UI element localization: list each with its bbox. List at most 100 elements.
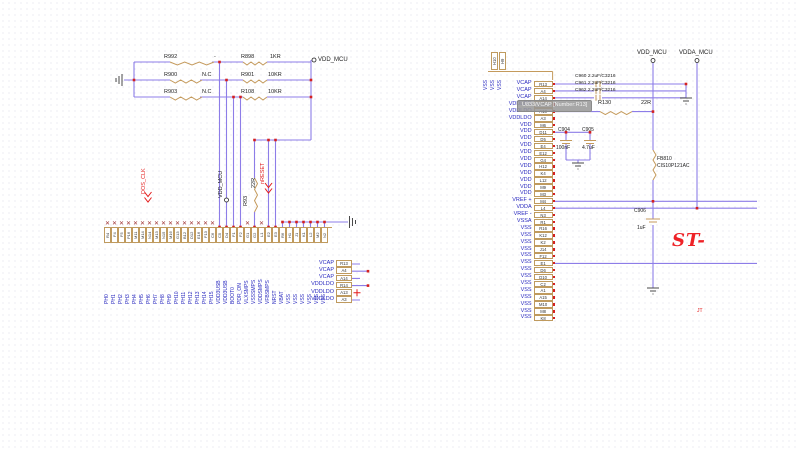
mcu-pin-row[interactable]: VSS D10 — [400, 273, 555, 281]
mcu-pin-row[interactable]: VREF + M4 — [400, 198, 555, 205]
resistor-ref[interactable]: R901 — [241, 72, 255, 78]
resistor-ref[interactable]: R130 — [598, 100, 612, 106]
mcu-pin-row[interactable]: VDDLDO A3 — [400, 115, 555, 122]
mcu-pin-row[interactable]: VDDLDO A3 — [300, 296, 352, 303]
capacitor-value[interactable]: 4.7uF — [582, 145, 595, 151]
mcu-pin-row[interactable]: VSS E1 — [400, 260, 555, 267]
mcu-pin[interactable]: G2 VSSSMPS — [251, 216, 258, 304]
mcu-pin[interactable]: H1 VSS — [286, 216, 293, 304]
mcu-pin-row[interactable]: VDD M3 — [400, 191, 555, 198]
port-label-vdda-mcu[interactable]: VDDA_MCU — [679, 50, 713, 56]
capacitor-label[interactable]: C960 2.2uF/C3216 — [575, 74, 616, 82]
mcu-pin-row[interactable]: VSS R16 — [400, 225, 555, 232]
mcu-pin-row[interactable]: VSS C2 — [400, 280, 555, 287]
resistor-value[interactable]: N.C — [202, 89, 212, 95]
power-port-circle[interactable] — [694, 58, 700, 63]
mcu-pin-row[interactable]: VDDLDO R14 — [300, 281, 352, 289]
net-label-clock[interactable]: DOS_CLK — [141, 168, 147, 194]
net-label-nreset[interactable]: nRESET — [260, 162, 266, 184]
mcu-pin[interactable]: L1 VDDSMPS — [258, 216, 265, 304]
mcu-pin-row[interactable]: VREF - N3 — [400, 211, 555, 219]
resistor-ref[interactable]: R898 — [241, 54, 255, 60]
resistor-ref[interactable]: R900 — [164, 72, 178, 78]
mcu-pin-row[interactable]: VSS J14 — [400, 246, 555, 253]
mcu-pin-row[interactable]: VSSA R1 — [400, 218, 555, 225]
mcu-pin-row[interactable]: VSS K2 — [400, 239, 555, 246]
net-label-vdd-mcu[interactable]: VDD_MCU — [218, 170, 224, 198]
mcu-pin[interactable]: E3 NRST — [272, 216, 279, 304]
mcu-pin-row[interactable]: VDD H12 — [400, 163, 555, 170]
mcu-pin[interactable]: E16 PH13 — [195, 216, 202, 304]
power-port-circle[interactable] — [224, 197, 229, 203]
mcu-pin-row[interactable]: VCAP R13 — [300, 260, 352, 267]
mcu-pin[interactable]: F1 BOOT0 — [230, 216, 237, 304]
mcu-pin[interactable]: E2 VFBSMPS — [265, 216, 272, 304]
mcu-pin-row[interactable]: VSS M10 — [400, 301, 555, 308]
mcu-pin[interactable]: M16 PH9 — [167, 216, 174, 304]
mcu-pin[interactable]: N15 PH8 — [160, 216, 167, 304]
resistor-value[interactable]: 1KR — [270, 54, 281, 60]
mcu-pin[interactable]: B12 PH11 — [181, 216, 188, 304]
mcu-pin[interactable]: M14 PH5 — [139, 216, 146, 304]
mcu-pin-row[interactable]: VDDLDO A13 — [300, 289, 352, 296]
mcu-pin-row[interactable]: VSS K12 — [400, 232, 555, 239]
mcu-pin[interactable]: F5 PH2 — [118, 216, 125, 304]
resistor-value[interactable]: 22R — [251, 177, 257, 188]
mcu-pin[interactable]: F4 PH1 — [111, 216, 118, 304]
resistor-value[interactable]: - — [214, 54, 216, 60]
power-port-circle[interactable] — [650, 58, 656, 63]
capacitor-ref[interactable]: C904 — [558, 127, 570, 133]
capacitor-ref[interactable]: C905 — [582, 127, 594, 133]
resistor-value[interactable]: 22R — [641, 100, 652, 106]
mcu-pin[interactable]: G1 VLXSMPS — [244, 216, 251, 304]
resistor-value[interactable]: N.C — [202, 72, 212, 78]
power-port-circle[interactable] — [311, 57, 317, 63]
mcu-pin[interactable]: D4 VDD3USB — [223, 216, 230, 304]
mcu-pin[interactable]: C6 PH15 — [209, 216, 216, 304]
mcu-pin[interactable]: M11 PH4 — [132, 216, 139, 304]
mcu-pin-row[interactable]: VCAP A14 — [300, 274, 352, 282]
mcu-pin[interactable]: D12 PH12 — [188, 216, 195, 304]
mcu-pin[interactable]: M13 PH7 — [153, 216, 160, 304]
mcu-pin[interactable]: G13 PH10 — [174, 216, 181, 304]
port-label-vdd-mcu[interactable]: VDD_MCU — [318, 57, 348, 63]
mcu-pin-row[interactable]: VDD K4 — [400, 170, 555, 177]
resistor-ref[interactable]: R992 — [164, 54, 178, 60]
resistor-ref[interactable]: R93 — [243, 195, 249, 206]
mcu-pin-row[interactable]: VDDA L4 — [400, 205, 555, 212]
mcu-pin-row[interactable]: VSS D6 — [400, 267, 555, 274]
mcu-pin[interactable]: F2 PDR_ON — [237, 216, 244, 304]
mcu-pin[interactable]: C5 VDD3USB — [216, 216, 223, 304]
capacitor-label[interactable]: C961 2.2uF/C3216 — [575, 81, 616, 89]
capacitor-value[interactable]: 1uF — [637, 225, 646, 231]
resistor-value[interactable]: 10KR — [268, 72, 282, 78]
mcu-pin[interactable]: R6 VBAT — [279, 216, 286, 304]
capacitor-ref[interactable]: C906 — [634, 208, 646, 214]
mcu-pin-row[interactable]: VDD E4 — [400, 143, 555, 150]
mcu-pin-row[interactable]: VSS F12 — [400, 253, 555, 260]
ferrite-value[interactable]: CIS10P121AC — [657, 163, 690, 169]
mcu-pin-row[interactable]: VDD D5 — [400, 136, 555, 143]
mcu-pin-row[interactable]: VSS A15 — [400, 294, 555, 301]
mcu-pin-row[interactable]: VDD M6 — [400, 122, 555, 129]
mcu-pin-row[interactable]: VDD M9 — [400, 184, 555, 191]
mcu-pin-row[interactable]: VSS A1 — [400, 287, 555, 294]
resistor-value[interactable]: 10KR — [268, 89, 282, 95]
mcu-pin-row[interactable]: VCAP R13 — [400, 81, 555, 88]
mcu-pin-row[interactable]: VCAP A4 — [400, 87, 555, 95]
mcu-pin[interactable]: J1 VSS — [293, 216, 300, 304]
pin-number[interactable]: H9 — [499, 52, 506, 70]
mcu-pin[interactable]: F13 PH14 — [202, 216, 209, 304]
net-wires[interactable] — [124, 60, 757, 301]
mcu-pin[interactable]: P16 PH3 — [125, 216, 132, 304]
resistor-ref[interactable]: R108 — [241, 89, 255, 95]
mcu-pin-row[interactable]: VDD D11 — [400, 129, 555, 136]
mcu-pin[interactable]: N14 PH6 — [146, 216, 153, 304]
capacitor-label[interactable]: C962 2.2uF/C3216 — [575, 88, 616, 96]
capacitor-value[interactable]: 100nF — [556, 145, 571, 151]
pin-number[interactable]: H10 — [491, 52, 498, 70]
port-label-vdd-mcu[interactable]: VDD_MCU — [637, 50, 667, 56]
resistor-ref[interactable]: R903 — [164, 89, 178, 95]
mcu-pin-row[interactable]: VSS M8 — [400, 308, 555, 315]
mcu-pin-row[interactable]: VDD E12 — [400, 149, 555, 157]
